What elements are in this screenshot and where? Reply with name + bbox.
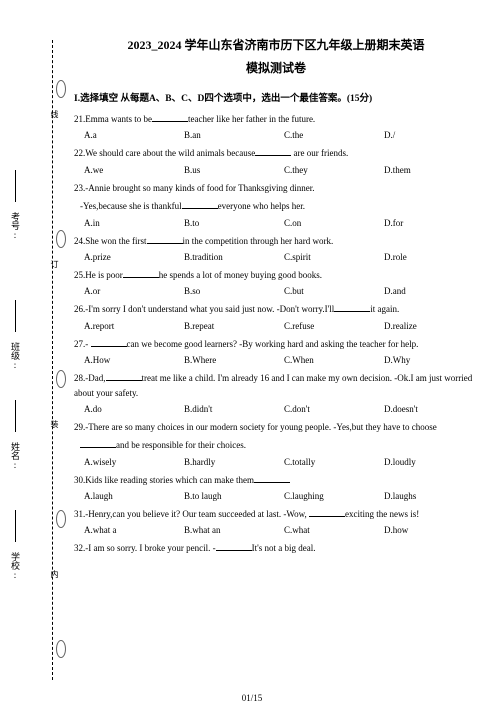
question-27-option-b: B.Where [184,355,284,365]
side-label-3: 姓名: [9,400,22,470]
question-29-options: A.wiselyB.hardlyC.totallyD.loudly [74,457,478,467]
question-22: 22.We should care about the wild animals… [74,146,478,160]
question-24-option-a: A.prize [84,252,184,262]
question-21-options: A.aB.anC.theD./ [74,130,478,140]
side-label-1: 考号: [9,170,22,240]
question-32: 32.-I am so sorry. I broke your pencil. … [74,541,478,555]
question-29-option-c: C.totally [284,457,384,467]
ring-hole [56,510,66,528]
question-31-option-c: C.what [284,525,384,535]
question-23-option-a: A.in [84,218,184,228]
question-29: 29.-There are so many choices in our mod… [74,420,478,434]
question-31-option-d: D.how [384,525,464,535]
question-29-line2: and be responsible for their choices. [74,438,478,452]
side-label-2: 班级: [9,300,22,370]
title-line-1: 2023_2024 学年山东省济南市历下区九年级上册期末英语 [74,36,478,53]
question-25: 25.He is poorhe spends a lot of money bu… [74,268,478,282]
question-23-line2: -Yes,because she is thankfuleveryone who… [74,199,478,213]
title-line-2: 模拟测试卷 [74,59,478,76]
question-21-option-a: A.a [84,130,184,140]
question-23-option-c: C.on [284,218,384,228]
question-22-option-d: D.them [384,165,464,175]
section-heading: I.选择填空 从每题A、B、C、D四个选项中，选出一个最佳答案。(15分) [74,90,478,104]
cut-char-3: 装 [49,420,60,428]
question-30-option-a: A.laugh [84,491,184,501]
binding-area: 线 订 装 内 考号: 班级: 姓名: 学校: [0,0,60,713]
questions-container: 21.Emma wants to beteacher like her fath… [74,112,478,556]
question-22-option-a: A.we [84,165,184,175]
question-29-option-d: D.loudly [384,457,464,467]
question-24-option-b: B.tradition [184,252,284,262]
question-27-option-d: D.Why [384,355,464,365]
question-28-option-b: B.didn't [184,404,284,414]
question-25-option-a: A.or [84,286,184,296]
question-28-option-d: D.doesn't [384,404,464,414]
ring-hole [56,230,66,248]
question-31-option-b: B.what an [184,525,284,535]
question-31: 31.-Henry,can you believe it? Our team s… [74,507,478,521]
question-26-option-c: C.refuse [284,321,384,331]
question-25-options: A.orB.soC.butD.and [74,286,478,296]
question-25-option-c: C.but [284,286,384,296]
ring-hole [56,640,66,658]
question-30: 30.Kids like reading stories which can m… [74,473,478,487]
page-number: 01/15 [0,693,504,703]
question-25-option-b: B.so [184,286,284,296]
question-29-option-b: B.hardly [184,457,284,467]
cut-char-4: 内 [49,570,60,578]
question-30-option-d: D.laughs [384,491,464,501]
ring-hole [56,80,66,98]
question-23-option-d: D.for [384,218,464,228]
question-26-option-d: D.realize [384,321,464,331]
side-label-4: 学校: [9,510,22,580]
cut-char-1: 线 [49,110,60,118]
question-26-options: A.reportB.repeatC.refuseD.realize [74,321,478,331]
question-28-options: A.doB.didn'tC.don'tD.doesn't [74,404,478,414]
question-25-option-d: D.and [384,286,464,296]
question-26: 26.-I'm sorry I don't understand what yo… [74,302,478,316]
question-23-option-b: B.to [184,218,284,228]
page-content: 2023_2024 学年山东省济南市历下区九年级上册期末英语 模拟测试卷 I.选… [74,36,478,560]
question-26-option-b: B.repeat [184,321,284,331]
question-24-options: A.prizeB.traditionC.spiritD.role [74,252,478,262]
question-30-option-b: B.to laugh [184,491,284,501]
question-28: 28.-Dad,treat me like a child. I'm alrea… [74,371,478,400]
question-24: 24.She won the firstin the competition t… [74,234,478,248]
question-26-option-a: A.report [84,321,184,331]
question-27-option-c: C.When [284,355,384,365]
question-24-option-c: C.spirit [284,252,384,262]
question-29-option-a: A.wisely [84,457,184,467]
question-22-options: A.weB.usC.theyD.them [74,165,478,175]
question-30-options: A.laughB.to laughC.laughingD.laughs [74,491,478,501]
question-21-option-d: D./ [384,130,464,140]
question-24-option-d: D.role [384,252,464,262]
question-27: 27.- can we become good learners? -By wo… [74,337,478,351]
question-27-options: A.HowB.WhereC.WhenD.Why [74,355,478,365]
question-28-option-a: A.do [84,404,184,414]
question-23-options: A.inB.toC.onD.for [74,218,478,228]
ring-hole [56,370,66,388]
question-27-option-a: A.How [84,355,184,365]
question-23: 23.-Annie brought so many kinds of food … [74,181,478,195]
question-31-options: A.what aB.what anC.whatD.how [74,525,478,535]
question-21-option-b: B.an [184,130,284,140]
binding-dash-line [52,40,53,680]
question-28-option-c: C.don't [284,404,384,414]
question-21-option-c: C.the [284,130,384,140]
cut-char-2: 订 [49,260,60,268]
question-22-option-c: C.they [284,165,384,175]
question-22-option-b: B.us [184,165,284,175]
question-31-option-a: A.what a [84,525,184,535]
question-30-option-c: C.laughing [284,491,384,501]
question-21: 21.Emma wants to beteacher like her fath… [74,112,478,126]
